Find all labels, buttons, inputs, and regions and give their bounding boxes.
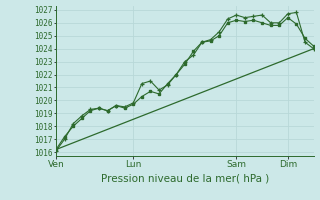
X-axis label: Pression niveau de la mer( hPa ): Pression niveau de la mer( hPa ) — [101, 173, 269, 183]
